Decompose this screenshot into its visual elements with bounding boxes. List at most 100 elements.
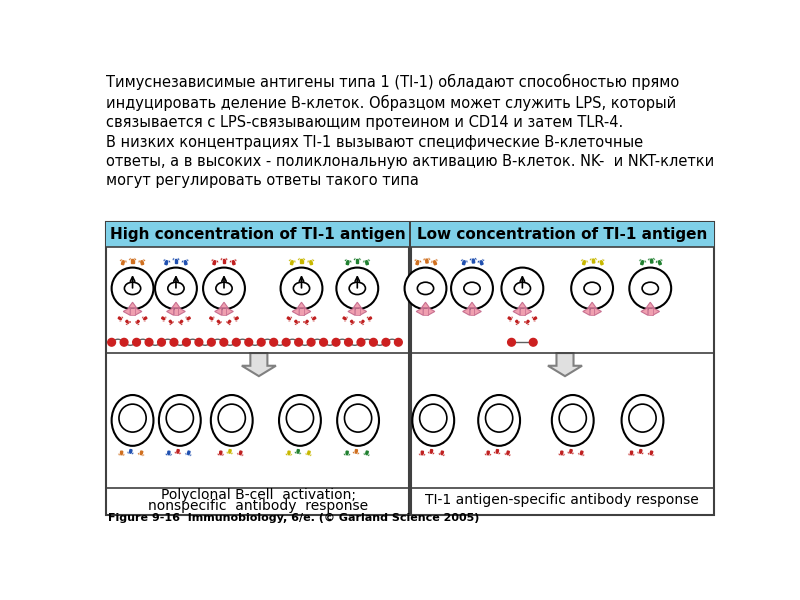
Polygon shape (217, 320, 221, 323)
Polygon shape (300, 259, 302, 263)
Polygon shape (241, 454, 244, 457)
Polygon shape (354, 258, 356, 260)
Polygon shape (430, 449, 433, 453)
Polygon shape (526, 320, 530, 323)
Polygon shape (182, 260, 184, 263)
Polygon shape (287, 317, 290, 320)
Polygon shape (422, 302, 430, 308)
Polygon shape (305, 320, 308, 323)
Polygon shape (358, 258, 362, 260)
Polygon shape (511, 316, 513, 319)
Polygon shape (187, 451, 190, 455)
Polygon shape (462, 308, 470, 316)
Polygon shape (466, 260, 468, 263)
Polygon shape (290, 316, 292, 319)
Polygon shape (303, 321, 305, 323)
Polygon shape (418, 453, 421, 456)
Polygon shape (234, 259, 237, 262)
Polygon shape (356, 259, 358, 263)
Ellipse shape (349, 282, 366, 295)
Polygon shape (211, 259, 214, 262)
Circle shape (320, 338, 327, 346)
Circle shape (345, 338, 352, 346)
Polygon shape (235, 320, 238, 322)
Polygon shape (134, 321, 136, 323)
Polygon shape (562, 454, 565, 456)
Polygon shape (298, 258, 300, 260)
Bar (130, 308, 135, 316)
Polygon shape (302, 258, 306, 260)
Polygon shape (494, 451, 496, 454)
Bar (410, 222, 714, 515)
Polygon shape (586, 260, 588, 263)
Polygon shape (135, 308, 142, 316)
Polygon shape (144, 320, 146, 322)
Polygon shape (362, 323, 364, 325)
Polygon shape (226, 321, 227, 323)
Polygon shape (226, 451, 229, 454)
Circle shape (203, 268, 245, 309)
Polygon shape (127, 451, 130, 454)
Polygon shape (572, 452, 574, 455)
Polygon shape (487, 451, 490, 455)
Polygon shape (582, 260, 586, 265)
Polygon shape (310, 454, 312, 457)
Polygon shape (221, 321, 222, 323)
Polygon shape (350, 260, 352, 263)
Polygon shape (230, 260, 232, 263)
Text: Тимуснезависимые антигены типа 1 (TI-1) обладают способностью прямо
индуцировать: Тимуснезависимые антигены типа 1 (TI-1) … (106, 74, 714, 188)
Polygon shape (186, 259, 189, 262)
Polygon shape (119, 259, 122, 262)
Polygon shape (482, 259, 485, 262)
Text: nonspecific  antibody  response: nonspecific antibody response (148, 499, 368, 513)
Polygon shape (480, 260, 483, 265)
Polygon shape (602, 259, 605, 262)
Polygon shape (134, 258, 137, 260)
Polygon shape (360, 308, 366, 316)
Polygon shape (594, 308, 602, 316)
Ellipse shape (629, 404, 656, 432)
Polygon shape (122, 454, 125, 456)
Circle shape (145, 338, 153, 346)
Ellipse shape (166, 404, 194, 432)
Polygon shape (170, 454, 172, 456)
Polygon shape (350, 323, 353, 325)
Polygon shape (210, 317, 214, 320)
Polygon shape (441, 451, 443, 455)
Polygon shape (421, 451, 423, 455)
Polygon shape (426, 259, 428, 263)
Polygon shape (567, 451, 570, 454)
Circle shape (120, 338, 128, 346)
Polygon shape (298, 321, 299, 323)
Polygon shape (166, 308, 174, 316)
Polygon shape (416, 308, 423, 316)
Polygon shape (168, 260, 170, 263)
Ellipse shape (486, 404, 513, 432)
Polygon shape (140, 451, 143, 455)
Bar (174, 308, 178, 316)
Polygon shape (143, 317, 147, 320)
Polygon shape (142, 454, 145, 457)
Polygon shape (366, 451, 368, 455)
Polygon shape (515, 323, 518, 325)
Polygon shape (169, 320, 173, 323)
Polygon shape (438, 453, 441, 455)
Circle shape (133, 338, 141, 346)
Ellipse shape (514, 282, 530, 295)
Polygon shape (222, 454, 224, 456)
Polygon shape (172, 302, 180, 308)
Bar (470, 308, 474, 316)
Polygon shape (312, 317, 316, 320)
Polygon shape (346, 260, 350, 265)
Polygon shape (474, 308, 482, 316)
Circle shape (182, 338, 190, 346)
Polygon shape (130, 449, 132, 453)
Polygon shape (348, 454, 350, 456)
Bar (410, 222, 714, 247)
Polygon shape (220, 302, 228, 308)
Polygon shape (294, 260, 296, 263)
Polygon shape (217, 323, 219, 325)
Polygon shape (230, 452, 233, 455)
Polygon shape (165, 453, 167, 456)
Ellipse shape (464, 282, 480, 295)
